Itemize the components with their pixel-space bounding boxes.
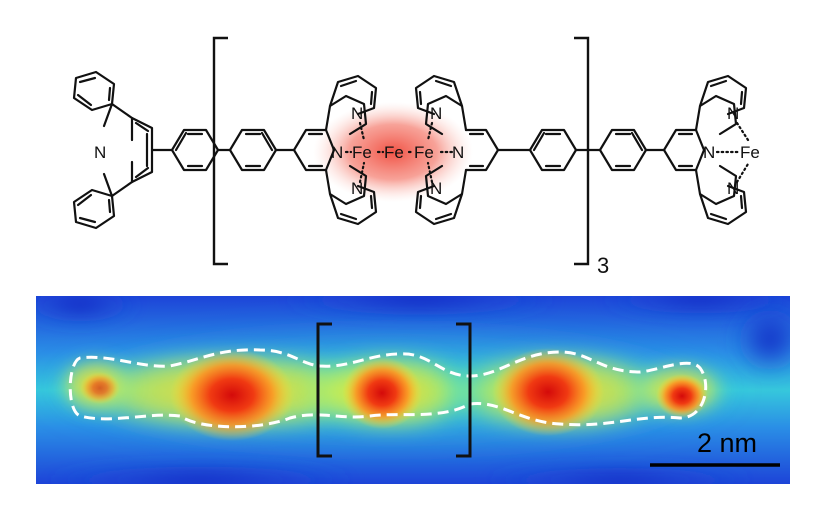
stm-bracket-right: [456, 322, 472, 458]
atom-label-fe: Fe: [384, 143, 404, 162]
atom-label-n: N: [351, 104, 363, 123]
atom-label-n: N: [331, 143, 343, 162]
atom-label-fe: Fe: [740, 143, 760, 162]
molecule-outline: [68, 348, 708, 429]
atom-label-n: N: [727, 179, 739, 198]
repeat-bracket-right: [574, 36, 590, 266]
atom-label-n: N: [430, 104, 442, 123]
repeat-bracket-left: [212, 36, 228, 266]
repeat-count: 3: [597, 253, 609, 278]
atom-label-fe: Fe: [414, 143, 434, 162]
atom-label-n: N: [351, 179, 363, 198]
atom-label-fe: Fe: [352, 143, 372, 162]
atom-label-n: N: [94, 143, 106, 162]
scale-bar-label: 2 nm: [697, 428, 757, 458]
atom-label-n: N: [452, 143, 464, 162]
left-terpyridine-unit: N: [72, 70, 232, 230]
repeat-unit: N N N Fe Fe Fe N N N: [228, 74, 602, 226]
molecular-structure: N N N N: [72, 36, 760, 278]
stm-bracket-left: [316, 322, 332, 458]
right-terpyridine-fe-unit: N N N Fe: [598, 74, 760, 226]
atom-label-n: N: [430, 179, 442, 198]
stm-image: 2 nm: [36, 296, 790, 484]
atom-label-n: N: [727, 104, 739, 123]
fe-highlight-glow: [313, 102, 473, 202]
atom-label-n: N: [703, 143, 715, 162]
